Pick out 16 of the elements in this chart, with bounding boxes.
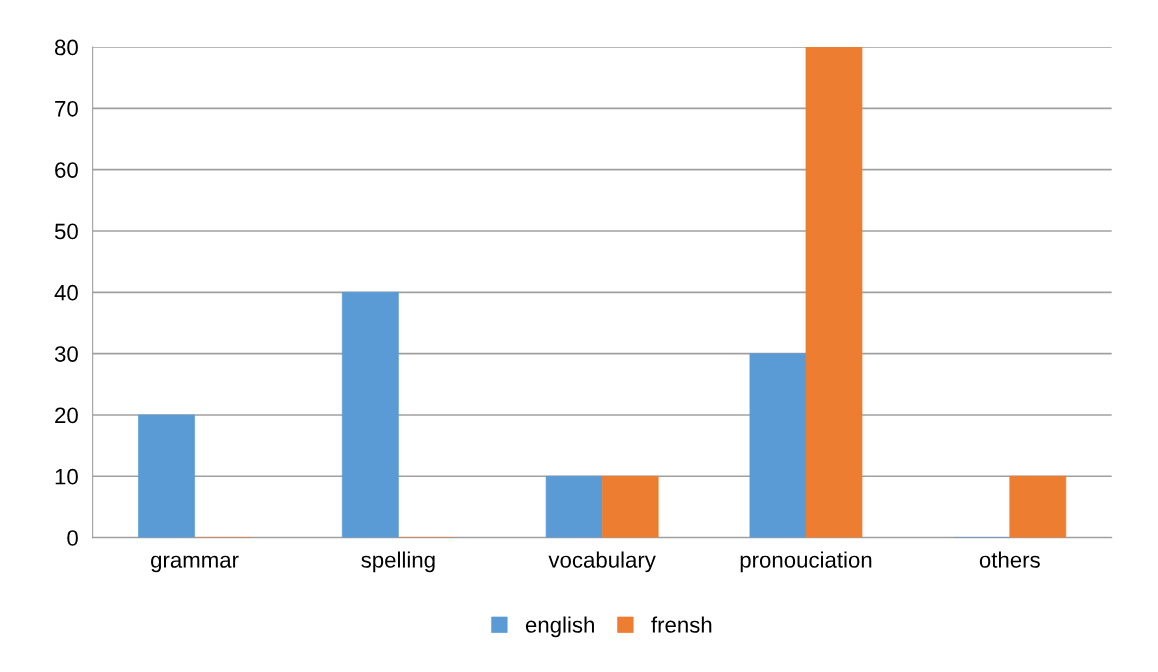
x-tick-label: others bbox=[979, 551, 1040, 568]
legend-label: english bbox=[525, 616, 594, 638]
y-tick-label: 10 bbox=[55, 468, 78, 485]
legend-label: frensh bbox=[651, 616, 712, 633]
x-tick-label: pronouciation bbox=[740, 551, 872, 573]
y-tick-label: 70 bbox=[55, 100, 78, 117]
x-tick-label: grammar bbox=[151, 555, 239, 573]
y-tick-label: 0 bbox=[67, 530, 78, 546]
y-tick-label: 60 bbox=[55, 162, 78, 178]
y-tick-label: 50 bbox=[54, 223, 78, 240]
y-tick-label: 40 bbox=[54, 284, 78, 301]
x-tick-label: spelling bbox=[361, 551, 435, 573]
x-tick-label: vocabulary bbox=[548, 551, 656, 573]
y-tick-label: 30 bbox=[54, 346, 78, 362]
y-tick-label: 80 bbox=[55, 39, 78, 56]
y-tick-label: 20 bbox=[55, 407, 78, 424]
